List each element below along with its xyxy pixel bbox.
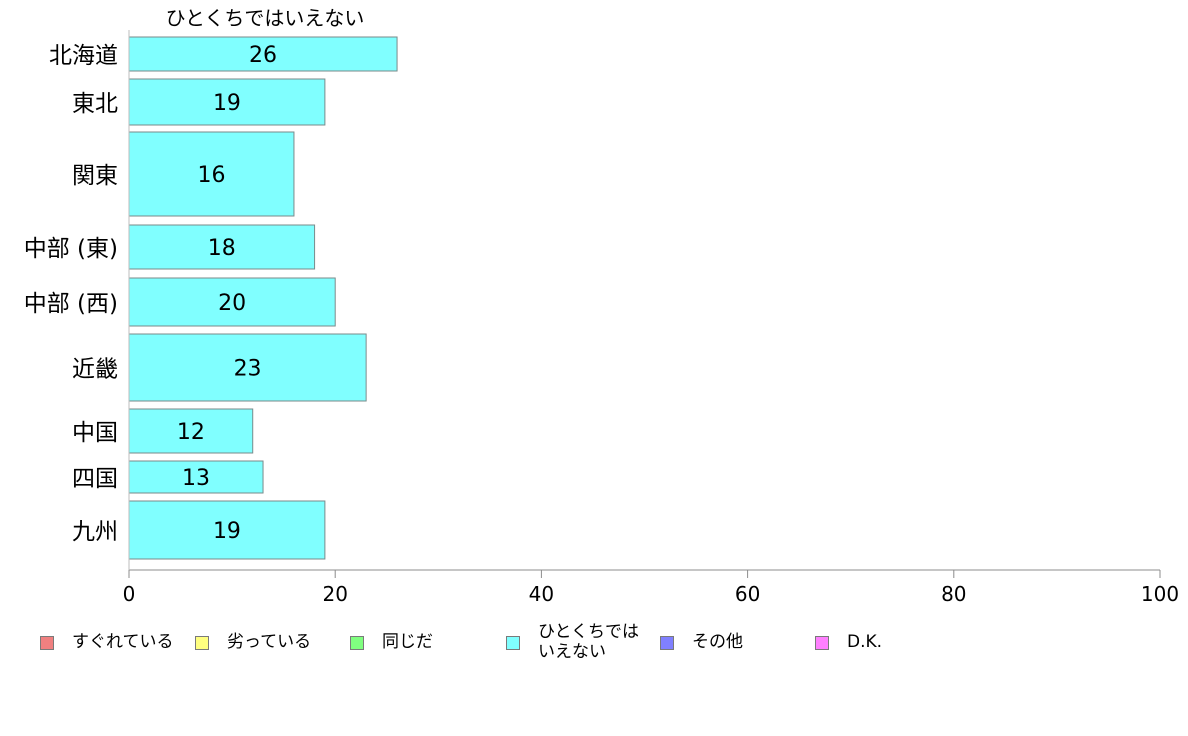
legend-item-superior: すぐれている xyxy=(40,632,174,652)
legend-label: その他 xyxy=(692,632,743,652)
x-tick-label: 60 xyxy=(735,582,760,606)
x-tick-label: 100 xyxy=(1141,582,1179,606)
category-label: 九州 xyxy=(72,519,118,545)
x-tick-label: 0 xyxy=(123,582,136,606)
legend-label: ひとくちでは いえない xyxy=(538,622,639,662)
bar-value-label: 26 xyxy=(249,43,277,68)
category-label: 北海道 xyxy=(49,43,118,69)
category-label: 中部 (東) xyxy=(24,236,118,262)
bar-value-label: 19 xyxy=(213,91,241,116)
bar xyxy=(128,333,367,402)
legend-item-inferior: 劣っている xyxy=(195,632,311,652)
category-label: 近畿 xyxy=(72,357,118,383)
legend: すぐれている 劣っている 同じだ ひとくちでは いえない その他 D.K. xyxy=(0,620,1188,668)
bar-value-label: 13 xyxy=(182,466,210,491)
legend-label: 同じだ xyxy=(382,632,433,652)
category-label: 四国 xyxy=(72,466,118,492)
bar xyxy=(128,500,326,560)
legend-swatch xyxy=(660,636,674,650)
category-label: 関東 xyxy=(72,163,118,189)
legend-swatch xyxy=(350,636,364,650)
legend-swatch xyxy=(195,636,209,650)
x-tick-label: 20 xyxy=(322,582,347,606)
legend-swatch xyxy=(815,636,829,650)
x-tick-label: 40 xyxy=(529,582,554,606)
legend-label: D.K. xyxy=(847,632,883,652)
bar-value-label: 19 xyxy=(213,519,241,544)
chart-title: ひとくちではいえない xyxy=(166,6,365,30)
bar xyxy=(128,36,398,72)
legend-item-dk: D.K. xyxy=(815,632,882,652)
legend-item-same: 同じだ xyxy=(350,632,433,652)
x-axis: 0 20 40 60 80 100 xyxy=(123,30,1179,606)
category-label: 中部 (西) xyxy=(24,291,118,317)
x-tick-label: 80 xyxy=(941,582,966,606)
bar xyxy=(128,277,336,327)
legend-label: 劣っている xyxy=(227,632,312,652)
legend-item-other: その他 xyxy=(660,632,743,652)
bar-value-label: 20 xyxy=(218,291,246,316)
bar-value-label: 12 xyxy=(177,420,205,445)
bar xyxy=(128,460,264,494)
legend-swatch xyxy=(40,636,54,650)
bar-value-label: 23 xyxy=(234,357,262,382)
bar xyxy=(128,131,295,217)
category-label: 中国 xyxy=(72,420,118,446)
bar-value-label: 18 xyxy=(208,236,236,261)
legend-swatch xyxy=(506,636,520,650)
bar-value-label: 16 xyxy=(197,163,225,188)
category-label: 東北 xyxy=(72,91,118,117)
bar xyxy=(128,224,316,270)
bars-group: 26 北海道 19 東北 16 関東 18 中部 (東) 20 中部 (西) 23 近畿 12 中国 13 四… xyxy=(24,36,398,560)
legend-label: すぐれている xyxy=(72,632,174,652)
bar xyxy=(128,78,326,126)
legend-item-cannot-say: ひとくちでは いえない xyxy=(506,622,639,662)
